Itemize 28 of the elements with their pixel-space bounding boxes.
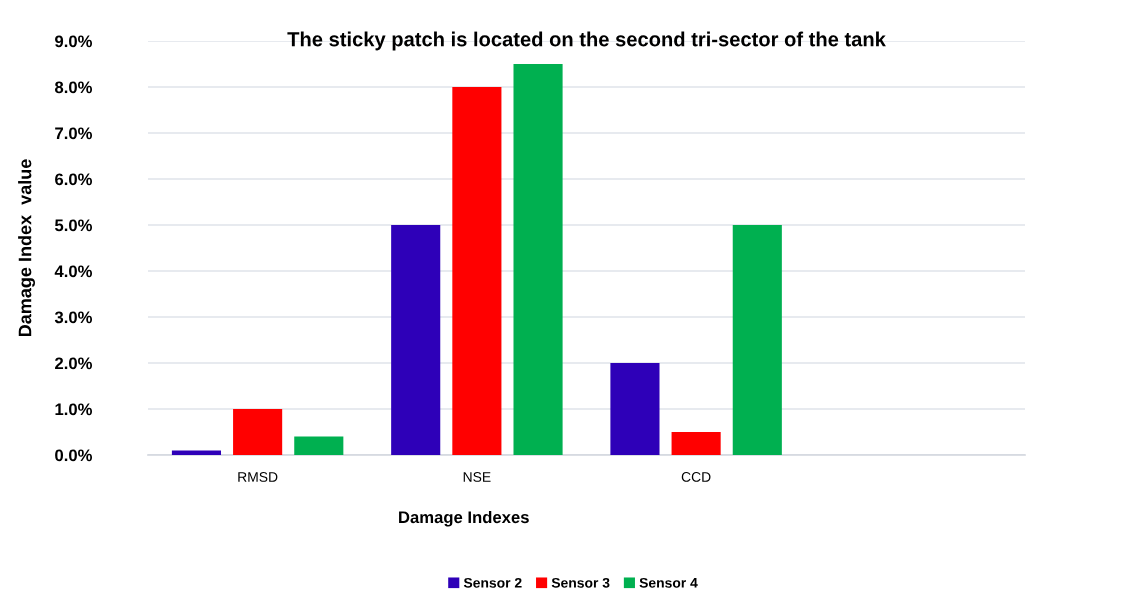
y-tick-label: 1.0% (55, 403, 93, 416)
bar (513, 64, 563, 455)
y-tick-label: 0.0% (55, 449, 93, 462)
legend-label: Sensor 2 (463, 577, 522, 588)
y-tick-label: 3.0% (54, 311, 93, 324)
bar (610, 363, 660, 455)
y-tick-label: 7.0% (55, 127, 93, 140)
y-tick-label: 9.0% (55, 35, 93, 48)
bar (391, 225, 441, 455)
y-axis-title: Damage Index value (18, 159, 36, 337)
bar (294, 436, 344, 455)
bar (171, 450, 222, 455)
bar (671, 432, 721, 455)
bar (732, 225, 782, 455)
chart-title: The sticky patch is located on the second tri-sector of the tank (287, 31, 886, 51)
y-tick-label: 2.0% (55, 357, 93, 370)
legend-label: Sensor 3 (551, 577, 610, 588)
y-tick-label: 5.0% (54, 219, 93, 232)
x-tick-label: NSE (463, 472, 491, 482)
legend-label: Sensor 4 (639, 577, 698, 588)
bar (452, 87, 502, 455)
x-tick-label: RMSD (238, 472, 278, 482)
y-tick-label: 6.0% (55, 173, 93, 186)
x-axis-title: Damage Indexes (399, 510, 529, 527)
y-tick-label: 8.0% (54, 81, 93, 94)
y-tick-label: 4.0% (54, 265, 93, 278)
bar (233, 409, 283, 455)
x-tick-label: CCD (681, 472, 711, 482)
